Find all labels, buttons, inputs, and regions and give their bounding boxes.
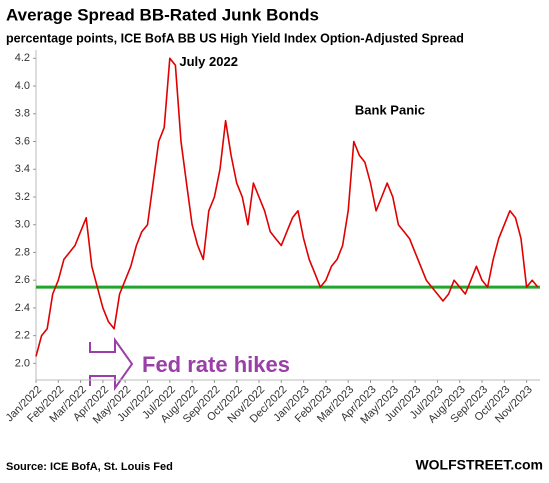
arrow [89,336,134,392]
chart-subtitle: percentage points, ICE BofA BB US High Y… [6,31,464,45]
y-tick-label: 2.6 [15,274,30,286]
brand: WOLFSTREET.com [415,457,543,473]
annotation: Bank Panic [355,102,425,117]
y-tick-label: 2.4 [15,302,30,314]
chart-title: Average Spread BB-Rated Junk Bonds [6,5,319,24]
y-tick-label: 3.0 [15,219,30,231]
y-tick-label: 3.6 [15,135,30,147]
line [35,57,539,357]
y-tick-label: 3.2 [15,191,30,203]
y-tick-label: 4.0 [15,80,30,92]
y-tick-label: 2.2 [15,330,30,342]
annotation: Fed rate hikes [142,352,290,377]
y-tick-label: 2.0 [15,357,30,369]
y-tick-label: 4.2 [15,52,30,64]
y-tick-label: 3.4 [15,163,30,175]
y-tick-label: 3.8 [15,108,30,120]
annotation: July 2022 [179,54,238,69]
source: Source: ICE BofA, St. Louis Fed [6,461,173,473]
y-tick-label: 2.8 [15,246,30,258]
